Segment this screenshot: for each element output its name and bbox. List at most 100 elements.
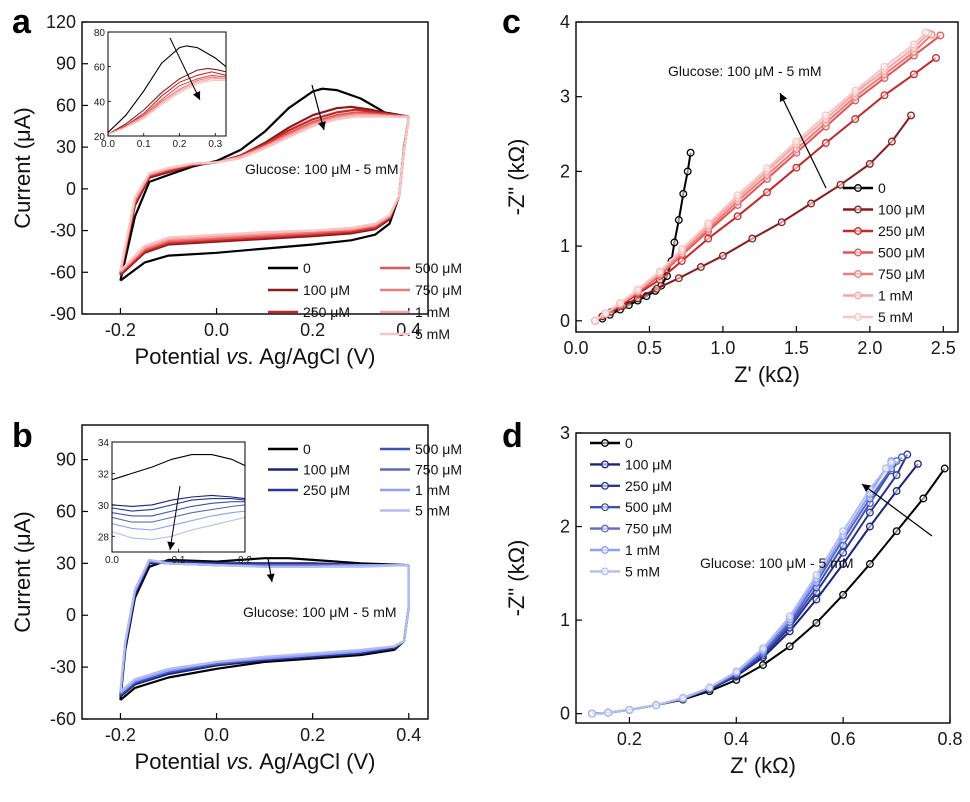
annotation-text: Glucose: 100 μM - 5 mM (243, 604, 397, 620)
data-point (865, 508, 874, 517)
data-point (616, 298, 625, 307)
y-tick-label: 90 (56, 450, 76, 470)
data-point (812, 595, 821, 604)
legend-label: 5 mM (415, 503, 450, 519)
legend-marker (854, 248, 862, 257)
x-tick-label: 0.2 (300, 725, 325, 745)
inset-y-tick-label: 60 (94, 63, 106, 74)
series-forward-line (119, 108, 409, 274)
panel-a: a-0.2 0.0 0.2 0.4-90-60-300306090120Potenti… (10, 3, 462, 369)
y-tick-label: 1 (560, 236, 570, 256)
data-point (919, 494, 928, 503)
plot-frame (575, 21, 959, 333)
series-reverse-line (119, 565, 410, 693)
legend-label: 100 μM (303, 462, 350, 478)
data-point (865, 522, 874, 531)
inset-series-line (112, 454, 245, 481)
inset-y-tick-label: 20 (94, 132, 106, 143)
inset-series-line (108, 45, 226, 133)
inset-trend-arrow-line (169, 485, 181, 551)
y-tick-label: 30 (56, 553, 76, 573)
legend-label: 500 μM (878, 245, 925, 261)
legend-label: 5 mM (625, 563, 660, 579)
data-point (792, 163, 801, 172)
x-axis-label-part: vs. (226, 344, 254, 369)
x-tick-label: 2.0 (857, 338, 882, 358)
y-axis-label: Current (μA) (10, 511, 35, 632)
y-tick-label: 2 (560, 517, 570, 537)
data-point (921, 28, 930, 37)
inset-trend-arrow-line (169, 37, 201, 101)
inset-y-tick-label: 32 (98, 469, 110, 480)
y-tick-label: -30 (50, 657, 76, 677)
data-point (686, 148, 695, 157)
x-tick-label: 0.0 (563, 338, 588, 358)
legend-label: 0 (878, 180, 886, 196)
legend-label: 750 μM (415, 462, 462, 478)
data-point (865, 560, 874, 568)
data-point (655, 267, 664, 276)
plot-area (588, 450, 949, 718)
series-reverse-line (119, 565, 410, 698)
panel-letter: c (502, 3, 521, 41)
legend-marker (601, 503, 609, 512)
series-forward-line (119, 87, 409, 281)
y-tick-label: 4 (560, 12, 570, 32)
series-500 μM (119, 560, 410, 696)
legend-label: 250 μM (625, 478, 672, 494)
series-line (591, 462, 892, 715)
panel-d: d 0.2 0.4 0.6 0.8 0 1 2 3 Z' (kΩ) -Z" (kΩ) Glucose:… (502, 417, 963, 778)
legend-label: 750 μM (878, 266, 925, 282)
series-reverse-line (119, 116, 410, 272)
data-point (763, 188, 771, 197)
series-forward-line (119, 115, 409, 272)
legend-marker (601, 567, 609, 576)
data-point (733, 191, 742, 200)
annotation-text: Glucose: 100 μM - 5 mM (668, 63, 822, 79)
inset-background (108, 32, 226, 136)
inset-series-line (108, 79, 226, 135)
series-reverse-line (119, 116, 410, 276)
inset-series-line (108, 67, 226, 135)
data-point (821, 111, 830, 120)
inset-plot-area (112, 454, 245, 540)
legend: 0 100 μM 250 μM 500 μM 750 μM 1 mM 5 mM (268, 260, 462, 342)
legend-label: 500 μM (415, 441, 462, 457)
inset-trend-arrow-head (167, 541, 176, 550)
series-line (594, 114, 912, 322)
legend-label: 0 (625, 435, 633, 451)
series-100 μM (119, 560, 410, 698)
inset-trend-arrow-head (192, 91, 201, 100)
data-point (748, 234, 757, 243)
legend-label: 1 mM (415, 482, 450, 498)
legend-marker (601, 546, 609, 554)
series-1 mM (119, 558, 410, 694)
x-tick-label: 0.5 (637, 338, 662, 358)
data-point (759, 661, 767, 669)
inset-x-tick-label: 0.2 (173, 139, 187, 150)
panel-letter: b (12, 417, 33, 455)
inset-series-line (112, 516, 245, 540)
data-point (733, 212, 742, 221)
legend-label: 0 (303, 260, 311, 276)
data-point (785, 642, 794, 651)
series-5 mM (119, 115, 410, 272)
y-tick-label: 1 (560, 610, 570, 630)
series-750 μM (588, 457, 901, 718)
data-point (601, 309, 610, 318)
legend-marker (854, 227, 862, 235)
data-point (652, 701, 661, 710)
data-point (696, 263, 705, 271)
series-forward-line (119, 105, 409, 276)
y-tick-label: -60 (50, 709, 76, 729)
legend-marker (601, 524, 609, 533)
x-tick-label: 0.2 (617, 729, 642, 749)
x-axis-label: Potential vs. Ag/AgCl (V) (135, 344, 376, 369)
data-point (865, 159, 874, 168)
data-point (705, 683, 714, 692)
trend-arrow-head (318, 121, 326, 130)
x-tick-label: 0.0 (204, 320, 229, 340)
x-tick-label: 1.0 (710, 338, 735, 358)
x-axis-label-part: Ag/AgCl (V) (254, 749, 375, 774)
legend-label: 100 μM (625, 456, 672, 472)
